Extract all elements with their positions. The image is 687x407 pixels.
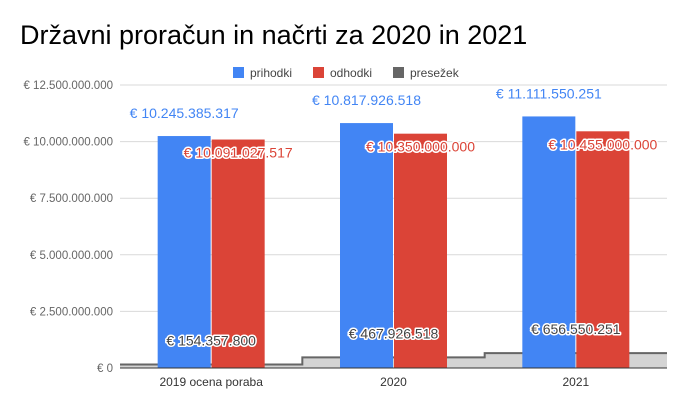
chart-title: Državni proračun in načrti za 2020 in 20… xyxy=(20,20,527,50)
legend-label-prihodki: prihodki xyxy=(250,66,292,80)
data-label-odhodki: € 10.350.000.000 xyxy=(366,139,475,155)
legend-swatch-presežek xyxy=(393,67,404,78)
y-axis: € 0 € 2.500.000.000 € 5.000.000.000 € 7.500… xyxy=(23,80,113,375)
bar-odhodki-1 xyxy=(394,133,447,368)
bar-odhodki-0 xyxy=(211,139,265,368)
data-label-odhodki: € 10.091.027.517 xyxy=(184,145,293,161)
data-label-presezek: € 656.550.251 xyxy=(531,321,621,337)
x-tick-label: 2019 ocena poraba xyxy=(159,375,263,389)
data-label-presezek: € 467.926.518 xyxy=(349,325,439,341)
data-label-prihodki: € 11.111.550.251 xyxy=(496,85,602,101)
data-label-odhodki: € 10.455.000.000 xyxy=(548,136,657,152)
y-tick-label: € 0 xyxy=(97,363,113,375)
bar-prihodki-1 xyxy=(340,123,393,368)
y-tick-label: € 5.000.000.000 xyxy=(30,250,113,262)
data-labels: € 10.245.385.317 € 10.091.027.517 € 154.35… xyxy=(130,85,659,350)
legend-label-presežek: presežek xyxy=(410,66,460,80)
legend-swatch-odhodki xyxy=(313,67,324,78)
bar-prihodki-2 xyxy=(522,116,576,368)
x-tick-label: 2020 xyxy=(380,375,407,389)
y-tick-label: € 12.500.000.000 xyxy=(23,80,113,92)
x-tick-label: 2021 xyxy=(562,375,589,389)
y-tick-label: € 2.500.000.000 xyxy=(30,306,113,318)
bars xyxy=(157,116,630,368)
legend-swatch-prihodki xyxy=(233,67,244,78)
data-label-presezek: € 154.357.800 xyxy=(166,333,256,349)
legend-label-odhodki: odhodki xyxy=(330,66,372,80)
data-label-prihodki: € 10.817.926.518 xyxy=(312,92,421,108)
y-tick-label: € 7.500.000.000 xyxy=(30,193,113,205)
legend: prihodki odhodki presežek xyxy=(233,66,460,80)
surplus-line xyxy=(120,352,667,366)
grid xyxy=(120,84,667,312)
y-tick-label: € 10.000.000.000 xyxy=(23,137,113,149)
bar-prihodki-0 xyxy=(157,136,211,368)
x-axis: 2019 ocena poraba 2020 2021 xyxy=(120,367,667,389)
bar-odhodki-2 xyxy=(576,131,630,368)
data-label-prihodki: € 10.245.385.317 xyxy=(130,105,239,121)
